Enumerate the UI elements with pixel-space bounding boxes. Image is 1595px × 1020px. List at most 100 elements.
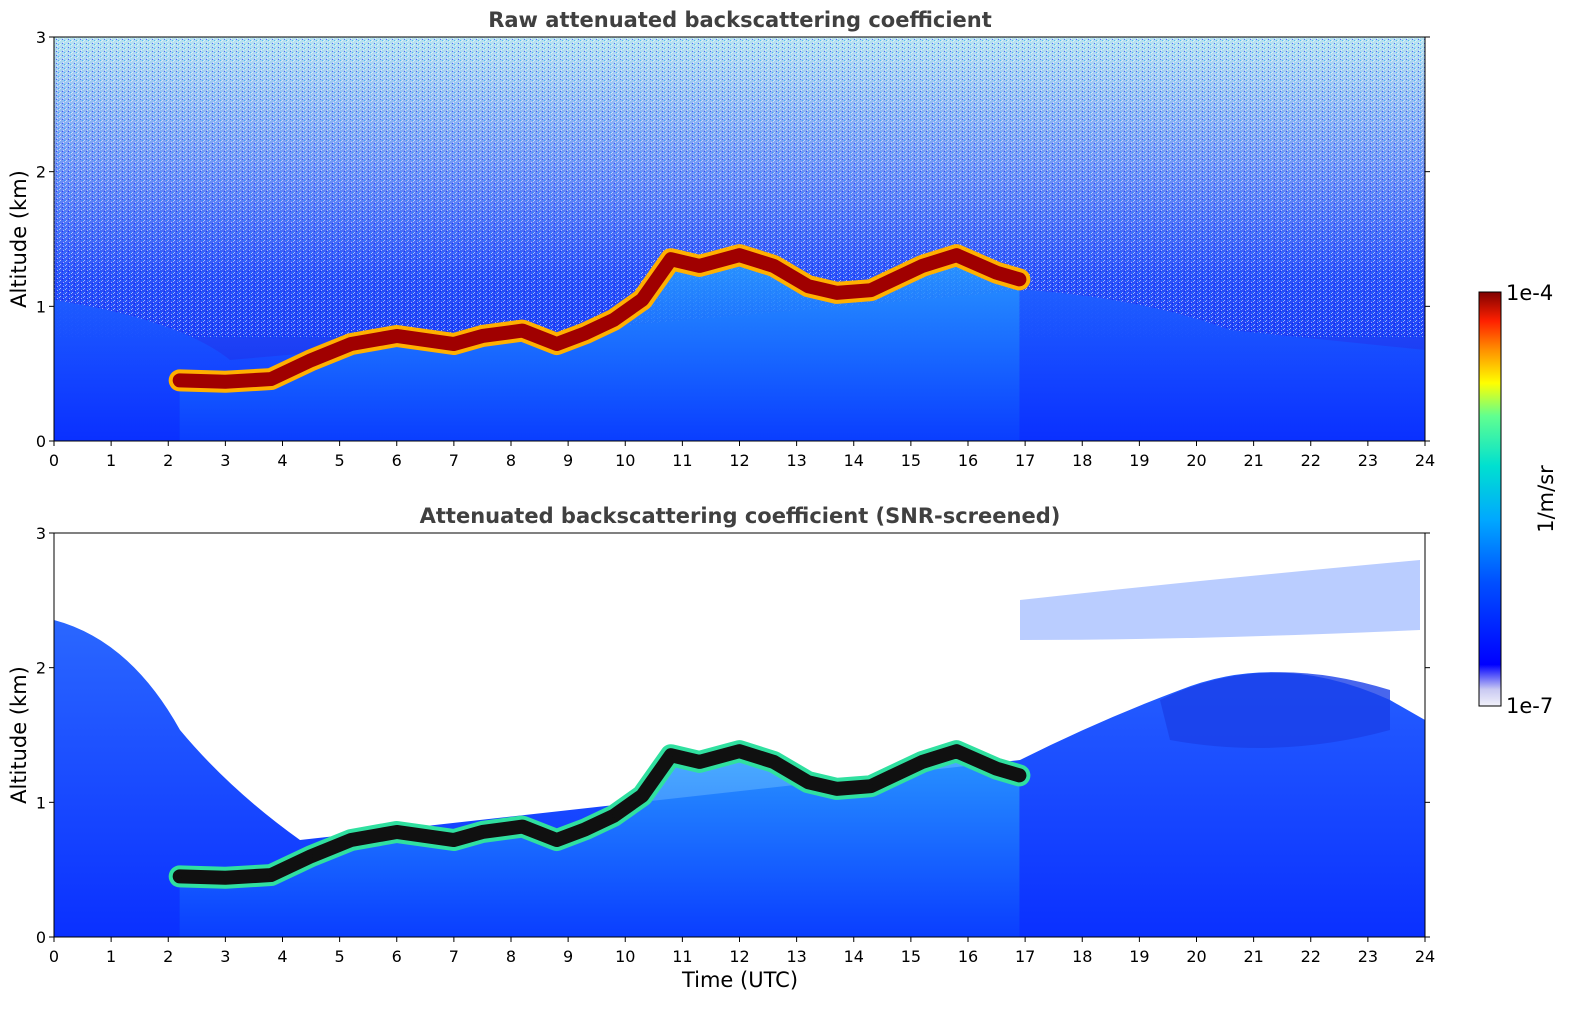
layer-top-point [920, 263, 925, 268]
layer-top-point [640, 297, 645, 302]
screened-plot-area [53, 532, 1426, 938]
x-axis-label: Time (UTC) [681, 968, 798, 992]
screened-panel: Attenuated backscattering coefficient (S… [7, 504, 1435, 992]
raw-mixing-layer [179, 255, 1020, 441]
screened-mixing-layer [179, 751, 1020, 937]
layer-top-point [806, 780, 811, 785]
layer-top-point [771, 263, 776, 268]
x-tick-label: 9 [563, 947, 573, 966]
raw-aerosol-layer-top [168, 244, 1031, 393]
x-tick-label: 6 [392, 947, 402, 966]
screened-y-axis: 0 1 2 3 [36, 524, 1430, 947]
x-tick-label: 15 [901, 451, 921, 470]
x-tick-label: 12 [729, 947, 749, 966]
x-tick-label: 11 [672, 947, 692, 966]
x-tick-label: 17 [1015, 947, 1035, 966]
colorbar-min-label: 1e-7 [1506, 694, 1553, 718]
mixing-layer-area [179, 751, 1020, 937]
colorbar-label: 1/m/sr [1534, 465, 1558, 533]
x-tick-label: 8 [506, 947, 516, 966]
colorbar: 1e-4 1e-7 1/m/sr [1478, 281, 1558, 718]
layer-top-point [223, 875, 228, 880]
x-tick-label: 19 [1129, 947, 1149, 966]
screened-x-axis: 0 1 2 3 4 5 6 7 8 9 10 11 12 13 14 15 16 17 18 19 20 21 22 23 24 [49, 937, 1435, 966]
x-tick-label: 1 [106, 947, 116, 966]
x-tick-label: 14 [844, 451, 864, 470]
x-tick-label: 5 [335, 947, 345, 966]
layer-top-point [994, 766, 999, 771]
layer-top-point [771, 759, 776, 764]
mixing-layer-area [179, 255, 1020, 441]
y-tick-label: 3 [36, 524, 46, 543]
x-tick-label: 16 [958, 451, 978, 470]
layer-top-point [223, 379, 228, 384]
x-tick-label: 20 [1186, 947, 1206, 966]
x-tick-label: 23 [1358, 947, 1378, 966]
x-tick-label: 11 [672, 451, 692, 470]
x-tick-label: 24 [1415, 451, 1435, 470]
colorbar-gradient [1478, 291, 1502, 707]
y-tick-label: 2 [36, 659, 46, 678]
layer-top-point [640, 793, 645, 798]
x-tick-label: 21 [1243, 947, 1263, 966]
x-tick-label: 2 [163, 947, 173, 966]
x-tick-label: 21 [1243, 451, 1263, 470]
x-tick-label: 19 [1129, 451, 1149, 470]
x-tick-label: 2 [163, 451, 173, 470]
layer-top-point [737, 253, 742, 258]
x-tick-label: 8 [506, 451, 516, 470]
layer-top-point [668, 257, 673, 262]
x-tick-label: 20 [1186, 451, 1206, 470]
x-tick-label: 18 [1072, 947, 1092, 966]
layer-top-point [583, 331, 588, 336]
x-tick-label: 3 [220, 451, 230, 470]
layer-top-point [834, 290, 839, 295]
y-tick-label: 3 [36, 28, 46, 47]
layer-top-point [697, 759, 702, 764]
colorbar-max-label: 1e-4 [1506, 281, 1553, 305]
layer-top-point [269, 377, 274, 382]
layer-top-point [954, 253, 959, 258]
layer-top-point [994, 270, 999, 275]
x-tick-label: 0 [49, 451, 59, 470]
raw-y-axis-label: Altitude (km) [7, 170, 31, 308]
layer-top-point [554, 342, 559, 347]
x-tick-label: 1 [106, 451, 116, 470]
x-tick-label: 13 [786, 451, 806, 470]
screened-residual-layer [1160, 672, 1390, 748]
x-tick-label: 18 [1072, 451, 1092, 470]
y-tick-label: 2 [36, 163, 46, 182]
x-tick-label: 7 [449, 947, 459, 966]
x-tick-label: 14 [844, 947, 864, 966]
layer-top-point [177, 874, 182, 879]
layer-top-point [177, 378, 182, 383]
layer-top-point [309, 358, 314, 363]
raw-x-axis: 0 1 2 3 4 5 6 7 8 9 10 11 12 13 14 15 16 17 18 19 20 21 22 23 24 [49, 441, 1435, 470]
raw-panel: Raw attenuated backscattering coefficien… [7, 8, 1435, 470]
layer-top-point [394, 333, 399, 338]
layer-top-point [394, 829, 399, 834]
x-tick-label: 24 [1415, 947, 1435, 966]
y-tick-label: 0 [36, 432, 46, 451]
x-tick-label: 23 [1358, 451, 1378, 470]
layer-top-point [349, 342, 354, 347]
layer-top-point [868, 288, 873, 293]
screened-aerosol-layer-top [168, 740, 1031, 889]
x-tick-label: 22 [1301, 947, 1321, 966]
layer-top-point [1017, 773, 1022, 778]
raw-y-axis: 0 1 2 3 [36, 28, 1430, 451]
layer-top-line [172, 248, 1027, 389]
layer-top-point [868, 784, 873, 789]
layer-top-point [668, 753, 673, 758]
screened-upper-patches [1020, 560, 1420, 640]
layer-top-point [611, 317, 616, 322]
x-tick-label: 5 [335, 451, 345, 470]
layer-top-point [480, 333, 485, 338]
layer-top-point [451, 342, 456, 347]
screened-y-axis-label: Altitude (km) [7, 666, 31, 804]
y-tick-label: 0 [36, 928, 46, 947]
x-tick-label: 16 [958, 947, 978, 966]
raw-panel-title: Raw attenuated backscattering coefficien… [488, 8, 992, 32]
x-tick-label: 4 [277, 451, 287, 470]
